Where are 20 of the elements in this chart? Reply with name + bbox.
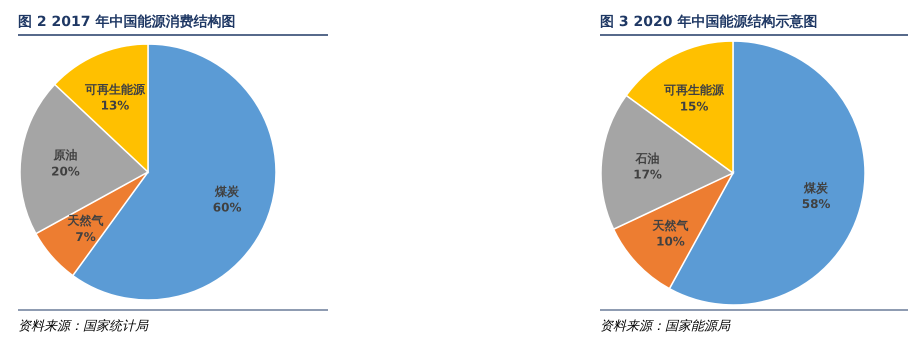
data-label: 17% xyxy=(633,168,662,182)
data-label: 60% xyxy=(212,200,242,215)
slice-label: 煤炭 xyxy=(803,180,830,195)
text: 资料来源：国家能源局 xyxy=(600,318,731,334)
slice-label: 天然气 xyxy=(651,218,688,232)
slice-label: 可再生能源 xyxy=(663,83,726,98)
slice-label: 天然气 xyxy=(66,214,104,228)
chart-title: 图 3 2020 年中国能源结构示意图 xyxy=(600,13,818,30)
slice-label: 可再生能源 xyxy=(84,82,146,96)
data-label: 7% xyxy=(75,230,96,244)
slice-label: 原油 xyxy=(52,148,78,162)
text: 资料来源：国家统计局 xyxy=(18,318,149,334)
chart-title: 图 2 2017 年中国能源消费结构图 xyxy=(18,14,236,30)
slice-label: 煤炭 xyxy=(214,184,240,198)
data-label: 58% xyxy=(802,197,830,212)
data-label: 10% xyxy=(656,234,685,249)
data-label: 13% xyxy=(100,98,130,112)
data-label: 15% xyxy=(680,99,708,114)
data-label: 20% xyxy=(51,164,80,178)
slice-label: 石油 xyxy=(634,152,660,166)
